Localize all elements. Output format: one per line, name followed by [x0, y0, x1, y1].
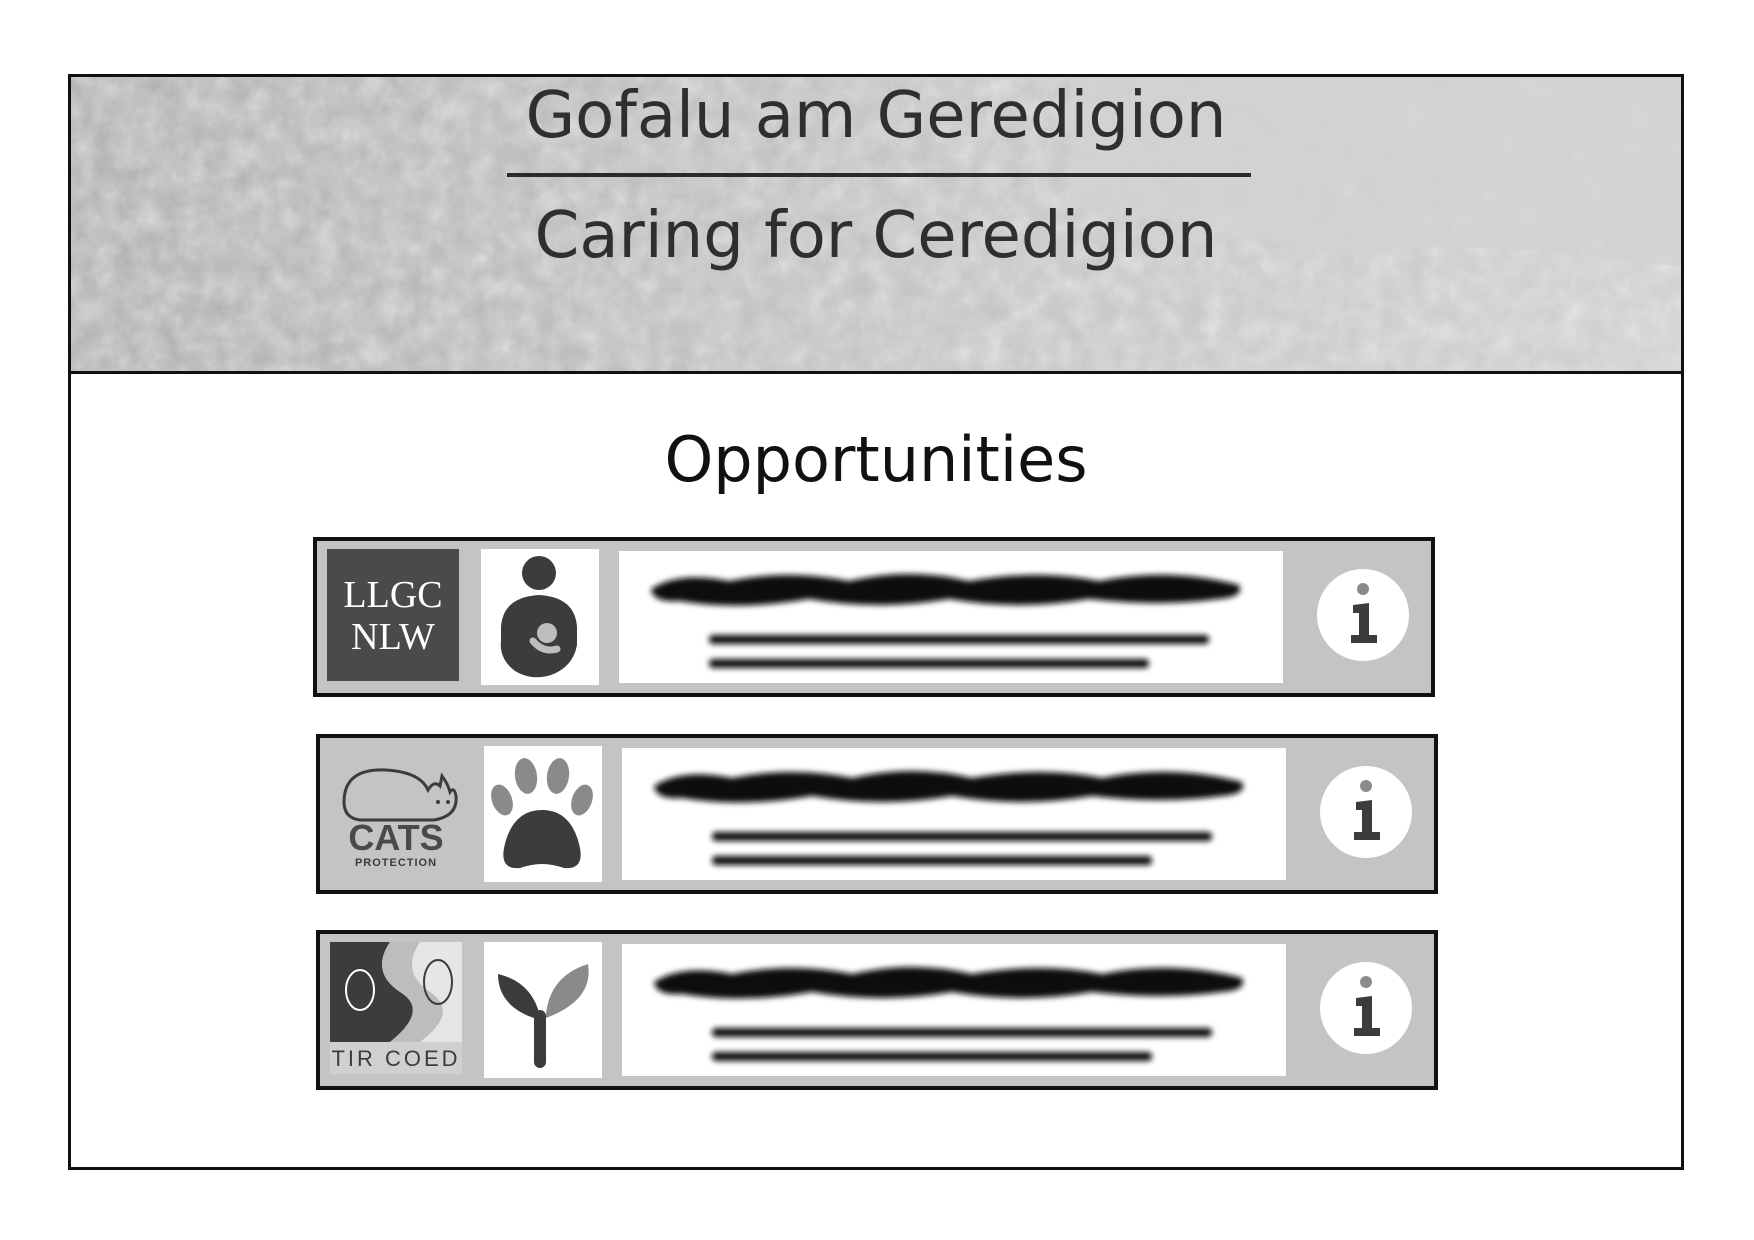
seedling-icon [498, 964, 589, 1068]
header-banner: Gofalu am Geredigion Caring for Ceredigi… [71, 77, 1681, 374]
opportunity-card[interactable]: TIR COED [316, 930, 1438, 1090]
info-icon [1354, 780, 1380, 840]
info-button[interactable] [1317, 569, 1409, 661]
opportunities-heading: Opportunities [664, 423, 1088, 496]
llgc-nlw-logo: LLGC NLW [327, 549, 459, 681]
opportunity-description-redacted [619, 551, 1283, 683]
tir-coed-logo: TIR COED [330, 942, 462, 1074]
info-icon [1354, 976, 1380, 1036]
org-logo-line: NLW [351, 616, 435, 658]
opportunity-description-redacted [622, 748, 1286, 880]
org-logo-line: PROTECTION [355, 857, 437, 869]
landscape-background-image [71, 77, 1681, 371]
paw-icon [491, 758, 593, 869]
opportunity-description-redacted [622, 944, 1286, 1076]
info-icon [1351, 583, 1377, 643]
category-tile [481, 549, 599, 685]
opportunity-card[interactable]: CATS PROTECTION [316, 734, 1438, 894]
category-tile [484, 746, 602, 882]
title-divider [507, 173, 1251, 177]
page-frame: Gofalu am Geredigion Caring for Ceredigi… [68, 74, 1684, 1170]
person-caring-icon [500, 556, 577, 678]
info-button[interactable] [1320, 962, 1412, 1054]
title-welsh: Gofalu am Geredigion [525, 79, 1227, 153]
cats-protection-logo: CATS PROTECTION [330, 746, 462, 878]
category-tile [484, 942, 602, 1078]
info-button[interactable] [1320, 766, 1412, 858]
org-logo-line: TIR COED [331, 1046, 460, 1071]
org-logo-line: LLGC [343, 574, 442, 616]
opportunity-card[interactable]: LLGC NLW [313, 537, 1435, 697]
title-english: Caring for Ceredigion [534, 199, 1218, 273]
org-logo-line: CATS [348, 817, 443, 858]
